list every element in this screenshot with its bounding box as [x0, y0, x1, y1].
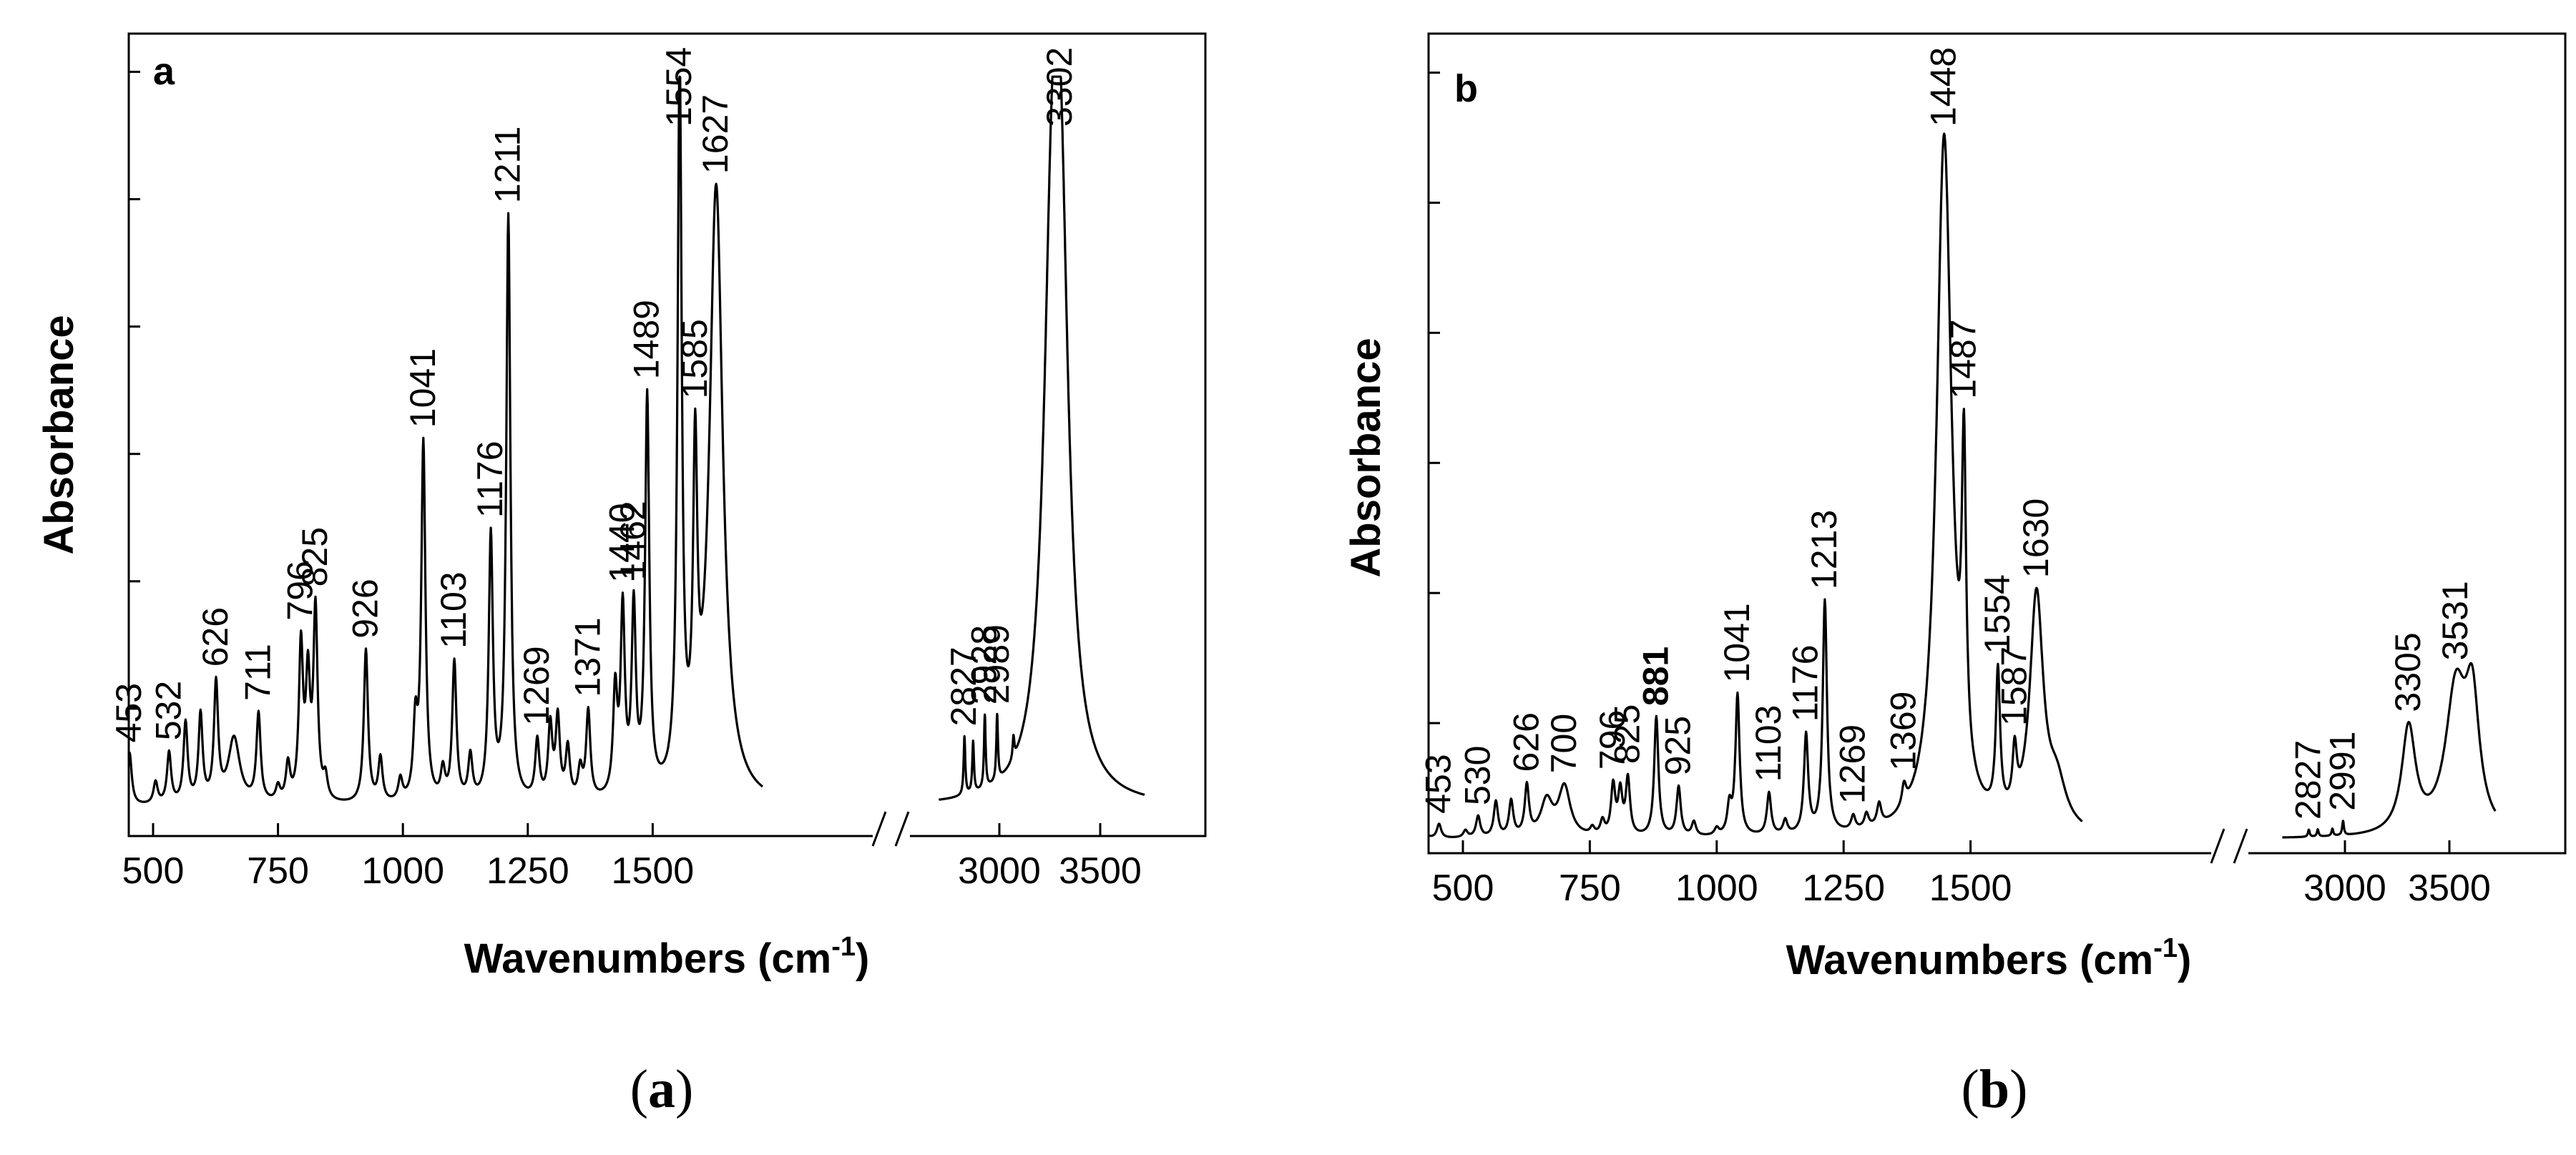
peak-label-3531: 3531	[2435, 581, 2475, 660]
peak-label-925: 925	[1658, 716, 1698, 775]
spectrum-line-b	[1428, 132, 2497, 839]
peak-label-1369: 1369	[1884, 692, 1924, 771]
x-tick-label-1250: 1250	[1802, 868, 1885, 909]
peak-label-1448: 1448	[1924, 47, 1964, 127]
peak-label-1462: 1462	[613, 501, 653, 580]
peak-label-1269: 1269	[516, 646, 557, 725]
x-tick-label-1250: 1250	[486, 850, 569, 892]
tick-group-a: 500 750 1000 1250 1500 3000 3500	[122, 70, 1142, 892]
peak-label-3302: 3302	[1039, 47, 1079, 127]
x-tick-label-500: 500	[1432, 868, 1494, 909]
peak-label-1103: 1103	[1748, 705, 1788, 782]
peak-label-1041: 1041	[1717, 603, 1757, 682]
peak-label-926: 926	[346, 579, 386, 638]
peak-label-626: 626	[195, 607, 235, 667]
peak-label-453: 453	[109, 683, 149, 742]
peak-label-711: 711	[237, 644, 278, 701]
peak-label-1103: 1103	[434, 571, 474, 649]
axis-break-b	[2210, 827, 2248, 864]
tick-group-b: 500 750 1000 1250 1500 3000 3500	[1429, 72, 2491, 909]
peak-label-1440: 1440	[602, 503, 642, 582]
peak-label-2991: 2991	[2322, 732, 2362, 811]
plot-frame-a	[127, 32, 1207, 837]
x-axis-label-a: Wavenumbers (cm-1)	[464, 932, 870, 982]
peak-label-453: 453	[1419, 754, 1459, 813]
peak-label-1371: 1371	[567, 617, 607, 697]
plot-frame-b	[1427, 32, 2567, 855]
peak-label-3305: 3305	[2388, 632, 2428, 712]
peak-label-1211: 1211	[488, 127, 528, 204]
peak-label-1489: 1489	[627, 300, 667, 379]
peak-label-2928: 2928	[964, 625, 1004, 704]
panel-letter-a: a	[153, 50, 175, 93]
x-tick-label-1500: 1500	[612, 850, 695, 892]
peak-label-1041: 1041	[403, 348, 443, 428]
x-axis-label-text-b: Wavenumbers (cm	[1786, 937, 2154, 983]
caption-letter-a: a	[648, 1059, 675, 1119]
x-tick-label-750: 750	[247, 850, 309, 892]
x-tick-label-3500: 3500	[1059, 850, 1142, 892]
x-axis-label-sup-b: -1	[2153, 933, 2178, 963]
peak-label-1587: 1587	[1994, 647, 2034, 726]
x-axis-label-close-a: )	[856, 935, 869, 982]
x-tick-label-1500: 1500	[1929, 868, 2012, 909]
peak-label-825: 825	[295, 527, 335, 586]
peak-label-1627: 1627	[695, 94, 735, 174]
peak-label-2827: 2827	[944, 647, 984, 726]
x-tick-label-3500: 3500	[2408, 868, 2491, 909]
peak-label-796: 796	[280, 561, 320, 620]
x-tick-label-3000: 3000	[2303, 868, 2386, 909]
peak-label-1554: 1554	[659, 47, 699, 127]
x-axis-label-text-a: Wavenumbers (cm	[464, 935, 832, 982]
peak-label-1176: 1176	[470, 441, 510, 518]
caption-letter-b: b	[1979, 1059, 2009, 1119]
peak-label-825: 825	[1607, 704, 1647, 764]
axis-break-slash-right	[2233, 828, 2248, 864]
peak-label-796: 796	[1592, 710, 1632, 770]
x-tick-label-750: 750	[1559, 868, 1621, 909]
peak-label-1487: 1487	[1943, 319, 1983, 398]
axis-break-slash-left	[2210, 828, 2225, 864]
axis-break-slash-left	[871, 811, 887, 847]
peak-label-1213: 1213	[1804, 510, 1844, 589]
peak-label-1630: 1630	[2016, 498, 2056, 578]
y-axis-label-a: Absorbance	[36, 315, 82, 554]
peak-label-1269: 1269	[1833, 724, 1873, 804]
axis-break-slash-right	[894, 811, 910, 847]
y-axis-label-b: Absorbance	[1343, 338, 1389, 577]
peak-label-532: 532	[148, 681, 188, 740]
chart-panel-a: 500 750 1000 1250 1500 3000 3500 453 5326267117…	[36, 32, 1207, 1119]
x-axis-label-close-b: )	[2178, 937, 2191, 983]
peak-label-2989: 2989	[976, 624, 1017, 704]
peak-label-530: 530	[1457, 746, 1497, 805]
caption-b: (b)	[1962, 1059, 2028, 1119]
x-axis-label-b: Wavenumbers (cm-1)	[1786, 933, 2192, 983]
peak-label-1554: 1554	[1977, 574, 2017, 654]
peak-label-881: 881	[1635, 647, 1675, 706]
caption-a: (a)	[630, 1059, 694, 1119]
x-tick-label-3000: 3000	[958, 850, 1041, 892]
peak-label-2827: 2827	[2288, 740, 2328, 820]
peak-label-1176: 1176	[1786, 645, 1826, 722]
peak-label-1585: 1585	[675, 319, 715, 398]
panel-letter-b: b	[1454, 67, 1478, 110]
x-tick-label-1000: 1000	[1675, 868, 1758, 909]
x-axis-label-sup-a: -1	[831, 932, 856, 962]
peak-label-700: 700	[1544, 714, 1584, 773]
x-tick-label-1000: 1000	[361, 850, 444, 892]
axis-break-a	[871, 810, 910, 847]
x-tick-label-500: 500	[122, 850, 185, 892]
spectrum-line-a	[127, 75, 1146, 803]
peak-label-626: 626	[1506, 712, 1546, 772]
